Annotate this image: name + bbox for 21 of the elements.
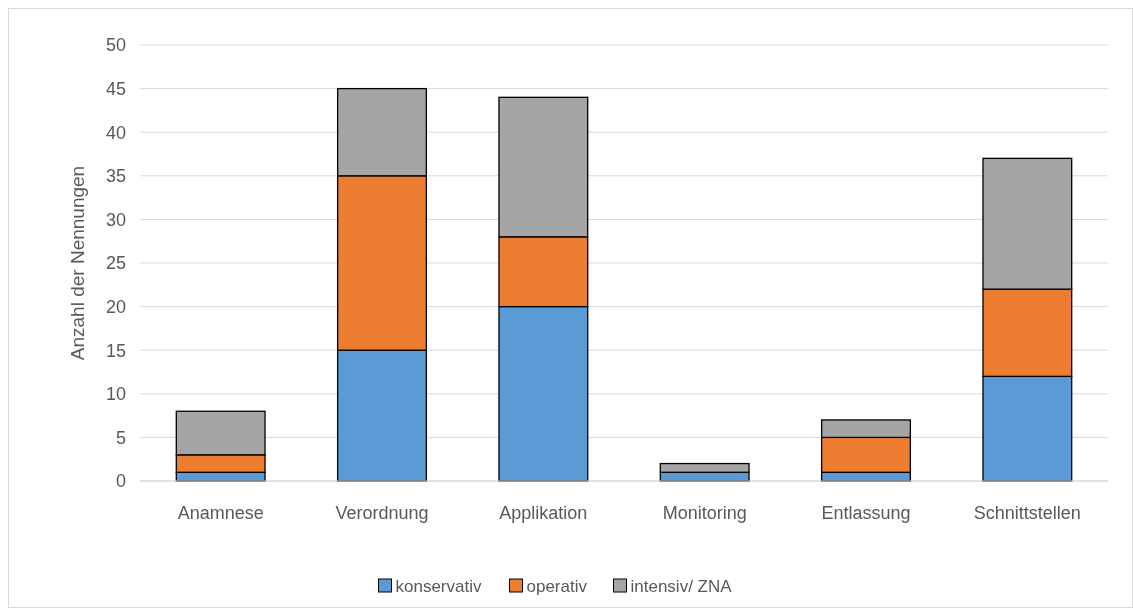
y-tick-label: 15 bbox=[105, 340, 126, 361]
y-tick-label: 40 bbox=[105, 122, 126, 143]
x-tick-label: Monitoring bbox=[662, 503, 747, 523]
y-tick-label: 30 bbox=[105, 209, 126, 230]
y-tick-label: 45 bbox=[105, 78, 126, 99]
x-tick-label: Anamnese bbox=[177, 503, 264, 523]
legend-label: operativ bbox=[526, 576, 588, 596]
x-tick-label: Entlassung bbox=[821, 503, 911, 523]
y-tick-label: 50 bbox=[105, 35, 126, 56]
y-tick-label: 0 bbox=[115, 471, 126, 492]
y-tick-label: 35 bbox=[105, 166, 126, 187]
y-tick-label: 20 bbox=[105, 296, 126, 317]
y-axis-title: Anzahl der Nennungen bbox=[67, 165, 88, 361]
y-tick-label: 25 bbox=[105, 253, 126, 274]
x-tick-label: Verordnung bbox=[335, 503, 429, 523]
x-tick-label: Applikation bbox=[499, 503, 588, 523]
y-tick-label: 10 bbox=[105, 384, 126, 405]
x-tick-label: Schnittstellen bbox=[973, 503, 1081, 523]
y-tick-label: 5 bbox=[115, 427, 126, 448]
legend-label: intensiv/ ZNA bbox=[630, 576, 733, 596]
legend-label: konservativ bbox=[395, 576, 482, 596]
